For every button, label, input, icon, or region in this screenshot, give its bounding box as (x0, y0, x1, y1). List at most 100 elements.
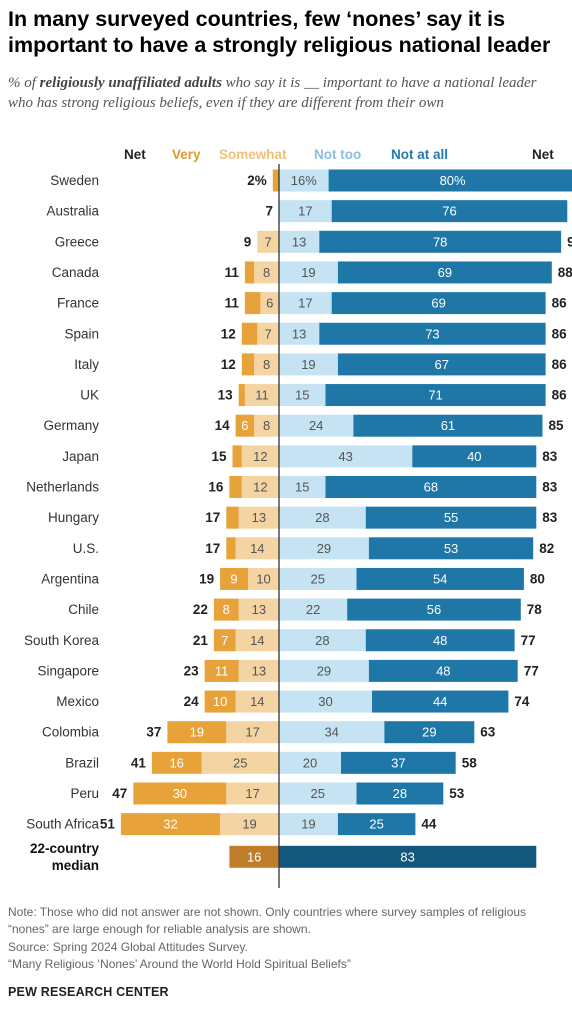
label-not-too: 19 (301, 357, 315, 372)
label-not-at-all: 48 (436, 663, 450, 678)
country-label: Sweden (50, 173, 99, 188)
country-label: France (57, 296, 99, 311)
bar-not-too (279, 230, 320, 253)
bar-somewhat (257, 322, 279, 345)
label-not-too: 17 (298, 296, 312, 311)
country-label: Australia (46, 204, 99, 219)
bar-not-at-all (341, 751, 456, 774)
label-not-at-all: 48 (433, 633, 447, 648)
net-not-important-label: 78 (527, 602, 543, 617)
country-label: South Korea (24, 633, 100, 648)
label-somewhat: 13 (252, 602, 266, 617)
bar-not-too (279, 200, 332, 223)
subtitle-bold: religiously unaffiliated adults (39, 75, 222, 91)
net-not-important-label: 86 (552, 326, 568, 341)
bar-very (220, 567, 248, 590)
net-important-label: 16 (208, 480, 224, 495)
bar-very (238, 384, 245, 407)
bar-very (151, 751, 202, 774)
bar-very (226, 537, 236, 560)
subtitle-pre: % of (8, 75, 40, 91)
label-not-too: 34 (324, 725, 338, 740)
bar-very (167, 721, 227, 744)
bar-very (204, 690, 236, 713)
country-label: Colombia (42, 725, 100, 740)
label-not-at-all: 55 (444, 510, 458, 525)
bar-somewhat (260, 292, 279, 315)
bar-somewhat (254, 353, 279, 376)
net-not-important-label: 74 (514, 694, 530, 709)
bar-not-too (279, 659, 369, 682)
footer-source: Source: Spring 2024 Global Attitudes Sur… (8, 940, 248, 954)
label-somewhat: 13 (252, 510, 266, 525)
header-net-right: Net (532, 147, 554, 162)
net-important-label: 19 (199, 571, 214, 586)
net-not-important-label: 44 (421, 817, 437, 832)
label-very: 6 (241, 418, 248, 433)
label-not-at-all: 76 (442, 204, 456, 219)
header-not-at-all: Not at all (391, 147, 449, 162)
bar-not-at-all (368, 537, 534, 560)
header-not-too: Not too (314, 147, 362, 162)
bar-not-at-all (325, 384, 546, 407)
bar-not-too (279, 384, 326, 407)
country-label: Germany (43, 418, 99, 433)
label-not-too: 13 (292, 234, 306, 249)
bar-very (133, 782, 227, 805)
bar-very (244, 261, 255, 284)
country-label: Netherlands (26, 480, 99, 495)
label-not-at-all: 54 (433, 571, 447, 586)
net-not-important-label: 53 (449, 786, 465, 801)
bar-not-at-all (353, 414, 543, 437)
label-not-too: 15 (295, 388, 309, 403)
bar-not-too (279, 476, 326, 498)
label-very: 8 (223, 602, 230, 617)
label-somewhat: 12 (253, 480, 267, 495)
bar-very (272, 169, 279, 192)
label-not-at-all: 28 (393, 786, 407, 801)
bar-somewhat (254, 414, 279, 437)
country-label: Japan (62, 449, 99, 464)
bar-not-at-all (337, 813, 416, 836)
bar-somewhat (238, 506, 279, 529)
footer-report: “Many Religious ‘Nones’ Around the World… (8, 957, 351, 971)
bar-not-too (279, 690, 372, 713)
label-not-at-all: 40 (467, 449, 481, 464)
bar-not-too (279, 353, 338, 376)
label-not-at-all: 71 (428, 388, 442, 403)
bar-very (244, 292, 261, 315)
label-not-at-all: 56 (427, 602, 441, 617)
median-label-important: 16 (247, 849, 261, 864)
label-not-too: 30 (318, 694, 332, 709)
label-very: 10 (213, 694, 227, 709)
net-important-label: 24 (184, 694, 200, 709)
country-label: Italy (74, 357, 99, 372)
net-not-important-label: 83 (542, 480, 558, 495)
net-important-label: 12 (221, 326, 236, 341)
net-important-label: 51 (100, 817, 116, 832)
label-somewhat: 11 (255, 388, 269, 403)
country-label: Singapore (37, 663, 99, 678)
label-not-at-all: 25 (369, 817, 383, 832)
bar-not-too (279, 322, 320, 345)
label-not-at-all: 68 (424, 480, 438, 495)
label-not-too: 29 (317, 663, 331, 678)
label-not-too: 28 (315, 633, 329, 648)
country-label: Greece (55, 234, 99, 249)
bar-not-too (279, 813, 338, 836)
label-somewhat: 17 (245, 786, 259, 801)
country-label: Brazil (65, 755, 99, 770)
label-very: 19 (190, 725, 204, 740)
bar-not-too (279, 169, 329, 192)
net-not-important-label: 83 (542, 510, 558, 525)
bar-somewhat (241, 476, 279, 498)
median-label-line-2: median (52, 858, 99, 873)
bar-not-at-all (337, 353, 546, 376)
bar-very (241, 353, 255, 376)
bar-somewhat (220, 813, 279, 836)
label-not-at-all: 29 (422, 725, 436, 740)
net-important-label: 12 (221, 357, 236, 372)
bar-not-at-all (328, 169, 572, 192)
bar-somewhat (201, 751, 279, 774)
net-not-important-label: 80 (530, 571, 545, 586)
